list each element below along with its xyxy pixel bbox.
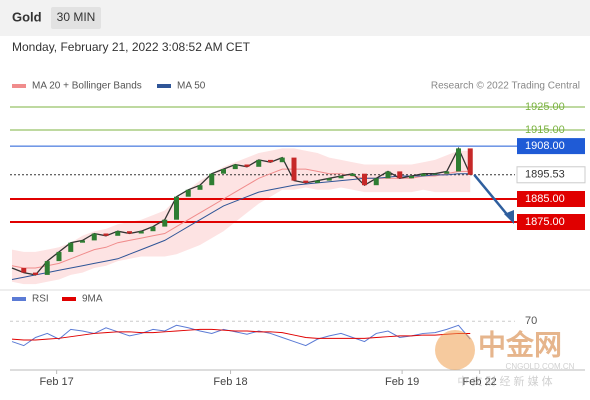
watermark-logo: 中金网 bbox=[478, 328, 562, 360]
candle-body bbox=[209, 173, 215, 186]
candle-body bbox=[185, 189, 191, 197]
rsi-line bbox=[11, 324, 471, 347]
timeframe-box[interactable] bbox=[51, 7, 101, 29]
candle-body bbox=[68, 242, 74, 252]
candle-body bbox=[174, 196, 179, 220]
level-label: 1885.00 bbox=[525, 193, 565, 205]
legend-label: RSI bbox=[32, 294, 49, 305]
x-tick-label: Feb 18 bbox=[213, 376, 247, 388]
watermark-domain: CNGOLD.COM.CN bbox=[506, 362, 575, 371]
candle-body bbox=[279, 157, 285, 163]
bollinger-band bbox=[12, 148, 471, 285]
title: Gold bbox=[12, 9, 42, 24]
level-label-box bbox=[516, 166, 586, 184]
candle-body bbox=[197, 185, 203, 190]
legend-label: 9MA bbox=[82, 294, 103, 305]
candle-body bbox=[232, 164, 238, 170]
x-tick-label: Feb 17 bbox=[40, 376, 74, 388]
legend-label: MA 20 + Bollinger Bands bbox=[32, 81, 142, 92]
candle-body bbox=[268, 159, 273, 163]
candle-body bbox=[362, 173, 367, 186]
level-label-box bbox=[517, 214, 585, 230]
price-line bbox=[11, 146, 471, 276]
candle-body bbox=[338, 176, 344, 179]
candle-body bbox=[56, 251, 62, 262]
candle-body bbox=[21, 268, 27, 273]
legend-swatch bbox=[12, 297, 26, 301]
rsi-tick-label: 70 bbox=[525, 315, 537, 327]
candle-body bbox=[397, 171, 403, 179]
candle-body bbox=[244, 164, 250, 167]
level-label: 1895.53 bbox=[525, 169, 565, 181]
rsi-line bbox=[11, 328, 471, 341]
level-label-box bbox=[517, 138, 585, 155]
candle-body bbox=[162, 219, 168, 227]
x-tick-label: Feb 19 bbox=[385, 376, 419, 388]
legend-label: MA 50 bbox=[177, 81, 206, 92]
candle-body bbox=[432, 173, 438, 175]
candle-body bbox=[115, 231, 121, 236]
legend-swatch bbox=[157, 84, 171, 88]
forecast-arrow bbox=[473, 173, 511, 219]
ma-line bbox=[11, 168, 471, 269]
timestamp: Monday, February 21, 2022 3:08:52 AM CET bbox=[12, 40, 251, 54]
candle-body bbox=[44, 261, 50, 275]
candle-body bbox=[385, 171, 391, 179]
candle-body bbox=[315, 180, 320, 183]
candle-body bbox=[456, 148, 461, 172]
candle-body bbox=[409, 176, 414, 179]
x-tick-label: Feb 22 bbox=[463, 376, 497, 388]
candle-body bbox=[91, 233, 97, 241]
candle-body bbox=[303, 180, 309, 183]
level-label: 1925.00 bbox=[525, 101, 565, 113]
candle-body bbox=[256, 159, 262, 167]
candle-body bbox=[33, 272, 38, 275]
candle-body bbox=[444, 171, 450, 174]
forecast-arrowhead bbox=[504, 210, 514, 224]
ma-line bbox=[11, 173, 471, 280]
watermark-slogan: 中 文 财 经 新 媒 体 bbox=[457, 374, 552, 388]
legend-swatch bbox=[12, 84, 26, 88]
candle-body bbox=[326, 178, 332, 181]
candle-body bbox=[291, 157, 297, 181]
level-label: 1915.00 bbox=[525, 124, 565, 136]
candle-body bbox=[80, 240, 85, 243]
credit: Research © 2022 Trading Central bbox=[431, 81, 580, 92]
candle-body bbox=[221, 169, 226, 174]
level-label: 1875.00 bbox=[525, 216, 565, 228]
candle-body bbox=[127, 231, 132, 234]
candle-body bbox=[373, 178, 379, 186]
watermark: 中金网 CNGOLD.COM.CN 中 文 财 经 新 媒 体 bbox=[435, 328, 575, 388]
level-label-box bbox=[517, 191, 585, 207]
level-label: 1908.00 bbox=[525, 140, 565, 152]
legend-swatch bbox=[62, 297, 76, 301]
candle-body bbox=[420, 173, 426, 176]
candle-body bbox=[103, 233, 109, 236]
candle-body bbox=[150, 226, 156, 232]
candle-body bbox=[138, 231, 144, 234]
timeframe[interactable]: 30 MIN bbox=[57, 10, 96, 24]
candle-body bbox=[350, 173, 356, 176]
watermark-icon bbox=[435, 330, 475, 370]
candle-body bbox=[467, 148, 473, 175]
